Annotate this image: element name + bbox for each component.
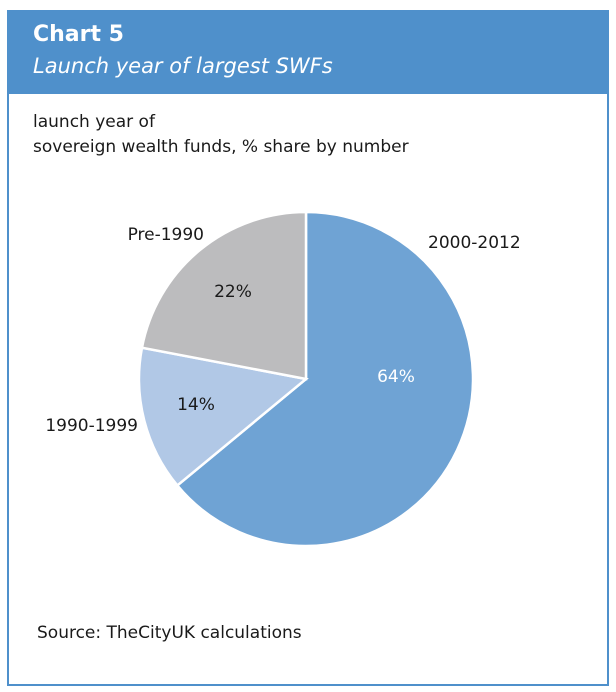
slice-category-label: 2000-2012 — [428, 233, 521, 253]
chart-subtitle: Launch year of largest SWFs — [33, 54, 333, 78]
description-line: launch year of — [33, 112, 155, 132]
slice-category-label: Pre-1990 — [128, 225, 204, 245]
chart-source: Source: TheCityUK calculations — [37, 623, 302, 643]
slice-value-label: 14% — [177, 395, 215, 415]
chart-header: Chart 5 Launch year of largest SWFs — [9, 12, 607, 94]
pie-slice-pre-1990 — [140, 210, 308, 381]
slice-value-label: 64% — [377, 367, 415, 387]
slice-category-label: 1990-1999 — [45, 416, 138, 436]
chart-description: launch year of sovereign wealth funds, %… — [33, 110, 409, 160]
pie-slice-1990-1999 — [137, 346, 309, 488]
pie-slice-2000-2012 — [175, 210, 475, 548]
chart-title: Chart 5 — [33, 22, 124, 47]
description-line: sovereign wealth funds, % share by numbe… — [33, 137, 409, 157]
slice-value-label: 22% — [214, 282, 252, 302]
chart-frame: Chart 5 Launch year of largest SWFs laun… — [7, 10, 609, 686]
